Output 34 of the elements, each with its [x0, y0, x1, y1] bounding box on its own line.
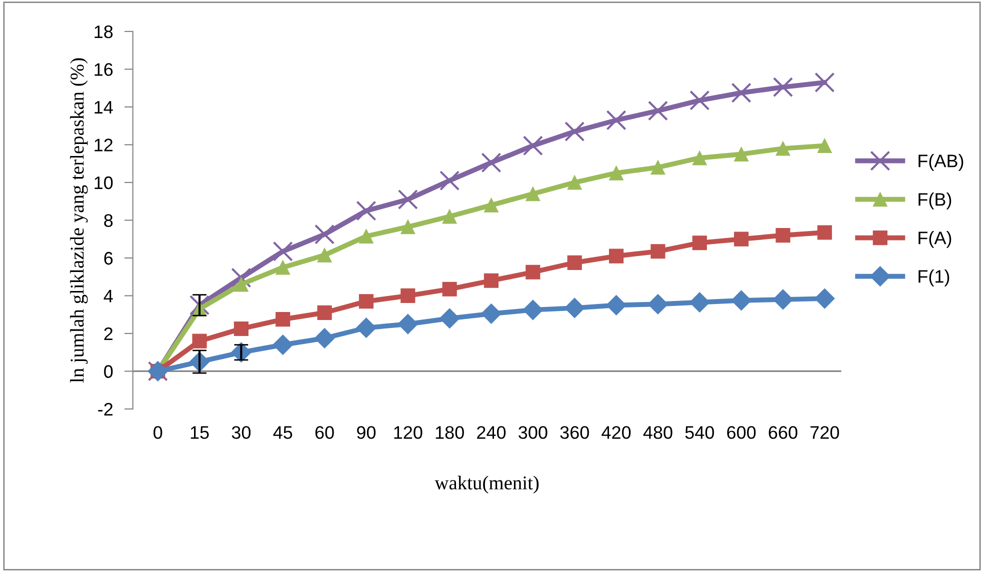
y-tick-label: 14 — [94, 101, 113, 114]
x-tick-label: 30 — [232, 426, 251, 439]
x-tick-label: 0 — [154, 426, 162, 439]
y-tick-label: 0 — [104, 365, 113, 378]
y-tick-label: 16 — [94, 63, 113, 76]
x-tick-label: 240 — [477, 426, 506, 439]
x-tick-label: 420 — [602, 426, 631, 439]
y-axis-title: ln jumlah gliklazide yang terlepaskan (%) — [70, 58, 88, 383]
y-tick-label: -2 — [98, 402, 112, 416]
x-tick-label: 15 — [190, 426, 209, 439]
y-tick-label: 12 — [94, 138, 112, 152]
x-tick-label: 720 — [810, 426, 840, 439]
y-tick-label: 6 — [104, 252, 113, 265]
x-tick-label: 90 — [357, 426, 376, 439]
x-tick-label: 480 — [643, 426, 672, 439]
x-tick-label: 120 — [394, 426, 422, 439]
x-tick-label: 540 — [685, 426, 714, 439]
x-tick-label: 180 — [436, 426, 464, 439]
x-tick-label: 60 — [315, 426, 334, 439]
legend-label: F(AB) — [918, 154, 964, 171]
y-tick-label: 2 — [104, 327, 112, 340]
x-tick-label: 660 — [768, 426, 798, 439]
y-tick-label: 10 — [94, 176, 113, 190]
y-tick-label: 4 — [104, 290, 113, 302]
x-tick-label: 45 — [273, 426, 292, 439]
y-tick-label: 8 — [104, 214, 113, 227]
x-tick-label: 300 — [518, 426, 548, 439]
legend-label: F(1) — [918, 270, 950, 286]
legend-label: F(B) — [918, 192, 952, 210]
legend-label: F(A) — [918, 231, 952, 248]
x-tick-label: 600 — [727, 426, 756, 439]
y-tick-label: 18 — [94, 25, 113, 38]
x-tick-label: 360 — [560, 426, 589, 439]
x-axis-title: waktu(menit) — [434, 476, 539, 494]
